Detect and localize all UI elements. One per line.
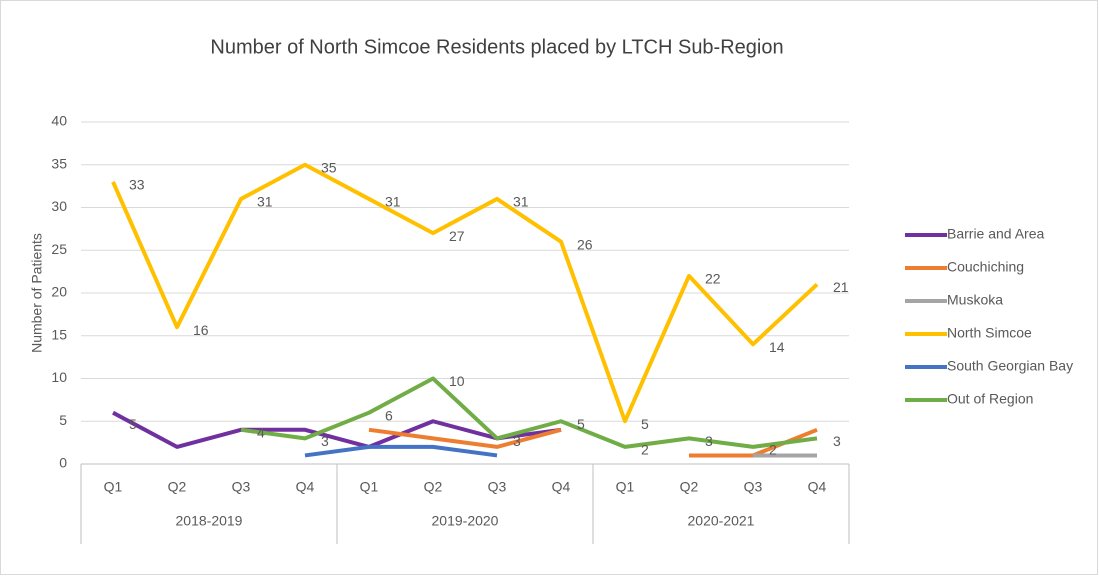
data-label: 3 [513, 433, 521, 449]
y-tick-label: 5 [59, 412, 67, 428]
legend-label: North Simcoe [947, 325, 1032, 341]
data-label: 3 [321, 433, 329, 449]
y-tick-label: 0 [59, 455, 67, 471]
data-label: 14 [769, 339, 785, 355]
x-tick-label: Q1 [360, 479, 379, 495]
data-label: 5 [577, 416, 585, 432]
y-tick-label: 40 [51, 113, 67, 129]
data-label: 31 [257, 194, 273, 210]
data-label: 31 [513, 194, 529, 210]
x-tick-label: Q4 [552, 479, 571, 495]
x-tick-label: Q3 [232, 479, 251, 495]
y-axis-label: Number of Patients [29, 233, 45, 353]
series-line [111, 162, 819, 424]
x-tick-label: Q4 [808, 479, 827, 495]
x-tick-label: Q2 [680, 479, 699, 495]
series-line [240, 376, 818, 449]
data-label: 3 [705, 433, 713, 449]
data-label: 2 [641, 442, 649, 458]
y-tick-label: 15 [51, 326, 67, 342]
y-tick-label: 20 [51, 284, 67, 300]
data-label: 4 [257, 425, 265, 441]
x-tick-label: Q2 [424, 479, 443, 495]
x-tick-label: Q2 [168, 479, 187, 495]
x-tick-label: Q3 [744, 479, 763, 495]
y-tick-label: 30 [51, 198, 67, 214]
chart-title: Number of North Simcoe Residents placed … [210, 36, 783, 58]
series-line [112, 410, 562, 449]
data-label: 5 [129, 416, 137, 432]
group-label: 2019-2020 [432, 513, 499, 529]
data-label: 21 [833, 279, 849, 295]
data-label: 31 [385, 194, 401, 210]
x-tick-label: Q1 [104, 479, 123, 495]
data-label: 6 [385, 407, 393, 423]
x-tick-label: Q1 [616, 479, 635, 495]
x-tick-label: Q3 [488, 479, 507, 495]
data-label: 2 [769, 442, 777, 458]
data-label: 35 [321, 159, 337, 175]
data-label: 16 [193, 322, 209, 338]
data-label: 10 [449, 373, 465, 389]
y-tick-label: 25 [51, 241, 67, 257]
series-line [304, 444, 498, 458]
legend-label: Couchiching [947, 259, 1024, 275]
x-tick-label: Q4 [296, 479, 315, 495]
y-tick-label: 35 [51, 155, 67, 171]
legend-label: South Georgian Bay [947, 358, 1073, 374]
data-label: 3 [833, 433, 841, 449]
data-label: 27 [449, 228, 465, 244]
data-label: 33 [129, 177, 145, 193]
group-label: 2018-2019 [176, 513, 243, 529]
data-label: 22 [705, 271, 721, 287]
data-label: 5 [641, 416, 649, 432]
data-label: 26 [577, 236, 593, 252]
legend-label: Muskoka [947, 292, 1003, 308]
legend-label: Out of Region [947, 391, 1033, 407]
group-label: 2020-2021 [688, 513, 755, 529]
legend-label: Barrie and Area [947, 226, 1044, 242]
y-tick-label: 10 [51, 369, 67, 385]
